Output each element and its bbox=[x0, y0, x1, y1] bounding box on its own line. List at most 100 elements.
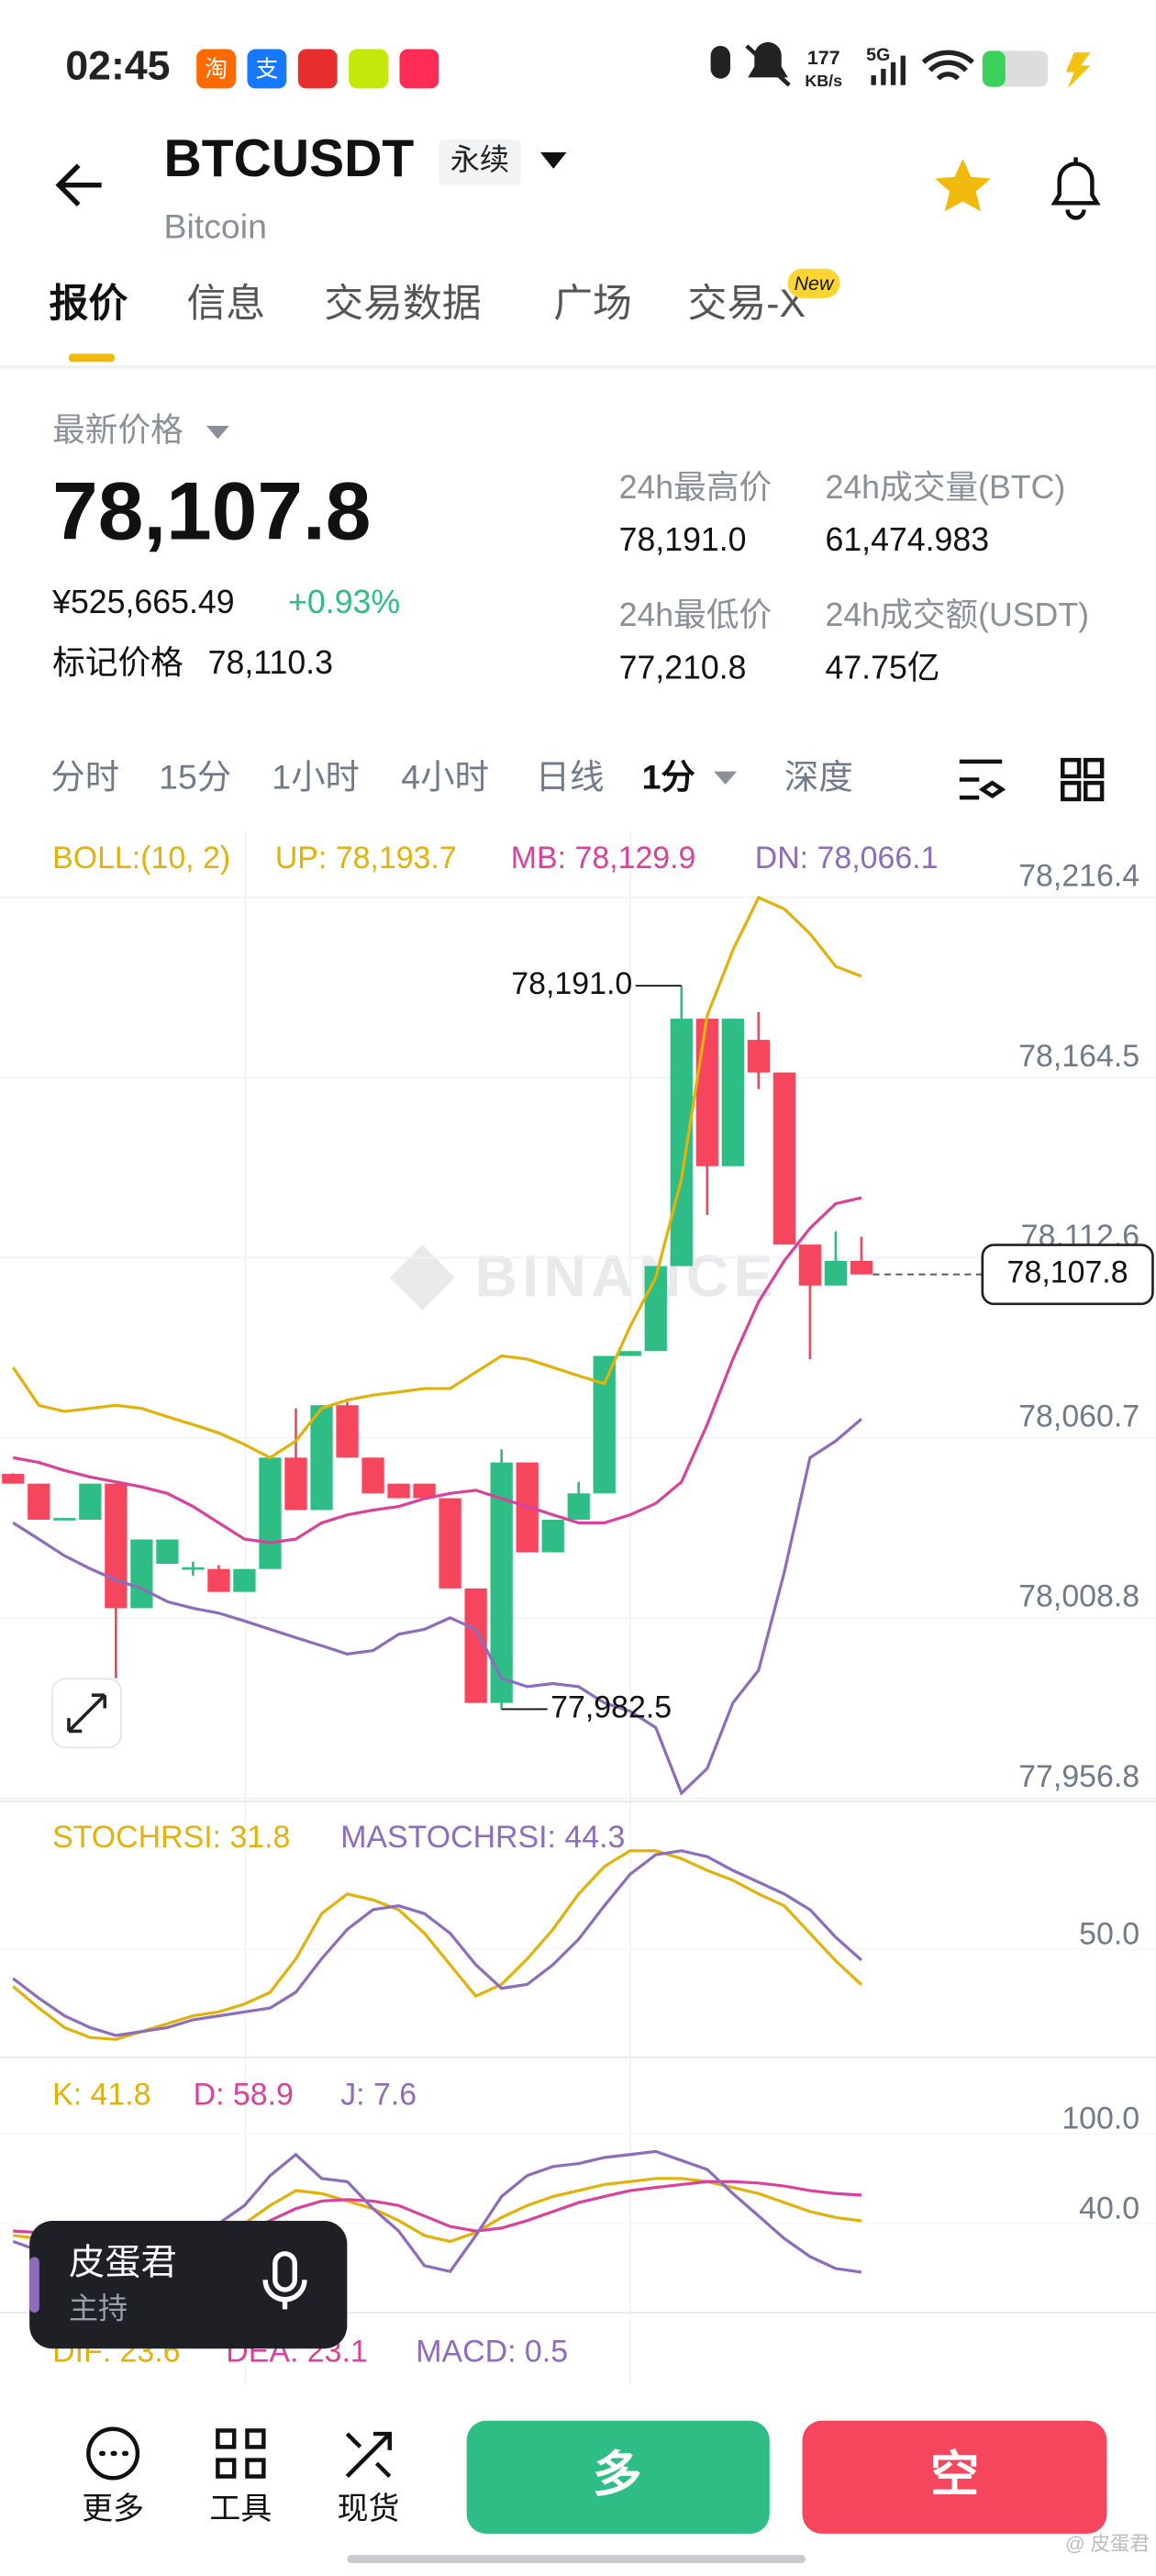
fullscreen-icon bbox=[67, 1693, 107, 1734]
long-label: 多 bbox=[593, 2448, 642, 2502]
candle-body bbox=[233, 1568, 256, 1592]
candle-body bbox=[182, 1567, 205, 1570]
candle-body bbox=[259, 1457, 282, 1569]
alert-bell[interactable] bbox=[1050, 157, 1101, 220]
stat-label: 24h最高价 bbox=[619, 469, 773, 506]
mute-icon bbox=[745, 41, 791, 87]
short-button[interactable] bbox=[802, 2420, 1107, 2534]
indicator-settings[interactable] bbox=[959, 759, 1006, 800]
last-price-box bbox=[981, 1243, 1154, 1306]
net-speed: 177 bbox=[807, 47, 840, 69]
tab[interactable]: 交易-X bbox=[688, 282, 806, 326]
candle-body bbox=[824, 1260, 848, 1286]
interval[interactable]: 分时 bbox=[50, 757, 119, 796]
candle-body bbox=[618, 1351, 641, 1356]
mic-icon bbox=[710, 45, 730, 79]
mark-price: 78,110.3 bbox=[208, 644, 333, 681]
candle-body bbox=[207, 1568, 230, 1592]
tools-icon[interactable] bbox=[216, 2428, 266, 2479]
macd-label: MACD: 0.5 bbox=[416, 2335, 568, 2370]
legend-entry: MB: 78,129.9 bbox=[511, 841, 696, 875]
candle-body bbox=[284, 1457, 307, 1511]
asset-name: Bitcoin bbox=[163, 207, 266, 246]
legend-entry: STOCHRSI: 31.8 bbox=[52, 1820, 290, 1855]
host-accent bbox=[29, 2257, 39, 2313]
candle-body bbox=[79, 1483, 102, 1520]
interval[interactable]: 1小时 bbox=[272, 757, 360, 796]
price-tick-label: 78,164.5 bbox=[1018, 1039, 1139, 1074]
favorite-star[interactable] bbox=[935, 159, 991, 212]
indicator-line bbox=[12, 1418, 862, 1796]
candle-body bbox=[747, 1040, 770, 1073]
stat-value: 77,210.8 bbox=[619, 649, 747, 686]
stat-label: 24h最低价 bbox=[619, 597, 773, 633]
app-icon bbox=[247, 49, 287, 89]
nav-label[interactable]: 工具 bbox=[209, 2492, 272, 2526]
interval[interactable]: 1分 bbox=[642, 757, 695, 796]
candle-body bbox=[53, 1518, 76, 1521]
candle-body bbox=[773, 1072, 796, 1245]
contract-tag bbox=[439, 139, 521, 185]
candle-body bbox=[310, 1405, 333, 1511]
app-icon-label: 淘 bbox=[205, 56, 228, 82]
candle-body bbox=[361, 1457, 384, 1494]
home-indicator bbox=[347, 2555, 806, 2564]
interval[interactable]: 深度 bbox=[784, 757, 853, 796]
tab[interactable]: 信息 bbox=[186, 282, 265, 326]
candle-body bbox=[670, 1019, 693, 1266]
tab[interactable]: 广场 bbox=[553, 282, 632, 326]
candle-body bbox=[105, 1483, 128, 1609]
tab[interactable]: 报价 bbox=[50, 282, 128, 326]
symbol-dropdown[interactable] bbox=[539, 151, 567, 169]
price-tick-label: 78,008.8 bbox=[1018, 1579, 1139, 1614]
layout-button[interactable] bbox=[1061, 757, 1105, 802]
app-icon bbox=[297, 49, 338, 89]
interval-dropdown[interactable] bbox=[714, 771, 738, 785]
long-button[interactable] bbox=[466, 2420, 770, 2534]
candle-body bbox=[156, 1539, 179, 1565]
candle-body bbox=[850, 1260, 873, 1275]
last-price-label: 78,107.8 bbox=[1007, 1255, 1128, 1290]
nav-label[interactable]: 更多 bbox=[82, 2492, 144, 2526]
net-unit: KB/s bbox=[805, 72, 842, 90]
wifi-icon bbox=[921, 50, 974, 81]
stat-label: 24h成交额(USDT) bbox=[825, 597, 1089, 633]
interval[interactable]: 4小时 bbox=[401, 757, 489, 796]
app-icon-label: 支 bbox=[255, 56, 278, 82]
interval[interactable]: 15分 bbox=[159, 757, 231, 796]
indicator-line bbox=[12, 1196, 862, 1544]
host-widget[interactable] bbox=[29, 2221, 348, 2349]
nav-label[interactable]: 现货 bbox=[338, 2492, 400, 2526]
candle-body bbox=[387, 1483, 410, 1499]
app-icon bbox=[399, 49, 439, 89]
tab[interactable]: 交易数据 bbox=[324, 282, 481, 326]
app-icon bbox=[196, 49, 236, 89]
indicator-line bbox=[12, 1849, 862, 2037]
cny-price: ¥525,665.49 bbox=[51, 584, 234, 620]
price-tick-label: 77,956.8 bbox=[1018, 1759, 1139, 1794]
more-icon[interactable] bbox=[86, 2426, 140, 2481]
interval[interactable]: 日线 bbox=[536, 757, 605, 796]
candle-body bbox=[798, 1244, 822, 1286]
legend-entry: D: 58.9 bbox=[194, 2077, 294, 2112]
candle-body bbox=[2, 1474, 25, 1484]
short-label: 空 bbox=[930, 2448, 980, 2502]
watermark-text: BINANCE bbox=[475, 1243, 778, 1310]
spot-icon[interactable] bbox=[345, 2431, 392, 2479]
candle-body bbox=[130, 1539, 153, 1609]
mic-button[interactable] bbox=[262, 2251, 307, 2310]
stat-value: 61,474.983 bbox=[825, 521, 989, 558]
new-badge bbox=[787, 268, 840, 298]
candle-body bbox=[721, 1019, 744, 1166]
back-button[interactable] bbox=[55, 163, 102, 206]
candle-body bbox=[695, 1019, 718, 1166]
host-name: 皮蛋君 bbox=[69, 2243, 177, 2283]
app-icon bbox=[349, 49, 388, 89]
stat-value: 47.75亿 bbox=[825, 649, 939, 686]
price-dropdown[interactable] bbox=[206, 426, 229, 440]
mark-label: 标记价格 bbox=[52, 644, 183, 681]
legend-entry: K: 41.8 bbox=[52, 2077, 150, 2112]
